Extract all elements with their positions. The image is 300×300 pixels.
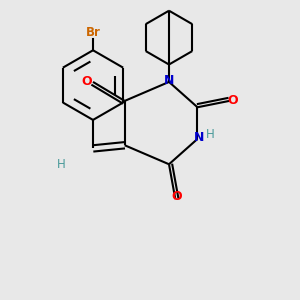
Text: O: O [227,94,238,107]
Text: H: H [206,128,214,141]
Text: N: N [194,131,204,144]
Text: N: N [164,74,174,87]
Text: O: O [172,190,182,203]
Text: H: H [57,158,66,171]
Text: Br: Br [85,26,100,39]
Text: O: O [81,75,92,88]
